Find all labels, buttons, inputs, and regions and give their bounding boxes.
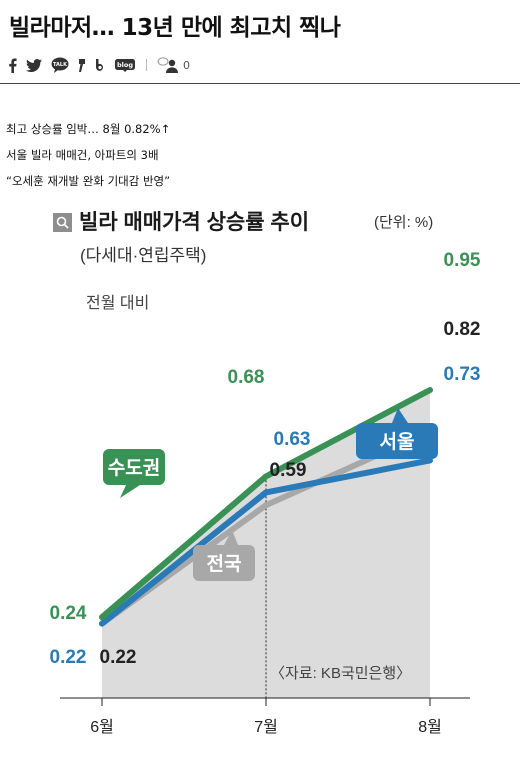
data-label: 0.59 xyxy=(270,460,307,481)
facebook-icon[interactable] xyxy=(8,57,17,73)
data-label: 0.73 xyxy=(444,364,481,385)
badge-pointer xyxy=(120,485,140,498)
subheadline-list: 최고 상승률 임박… 8월 0.82%↑ 서울 빌라 매매건, 아파트의 3배 … xyxy=(6,121,170,199)
twitter-icon[interactable] xyxy=(26,57,42,73)
blog-label: blog xyxy=(117,61,133,69)
x-axis-tick-label: 8월 xyxy=(418,718,442,736)
subheadline: “오세훈 재개발 완화 기대감 반영” xyxy=(6,174,171,188)
x-axis-ticks: 6월 7월 8월 xyxy=(90,698,442,736)
data-label: 0.95 xyxy=(444,250,481,271)
share-bar: TALK blog 0 xyxy=(8,54,190,76)
article-headline: 빌라마저… 13년 만에 최고치 찍나 xyxy=(9,15,341,41)
data-label: 0.68 xyxy=(228,367,265,388)
subheadline: 최고 상승률 임박… 8월 0.82%↑ xyxy=(6,122,171,136)
series-line-수도권 xyxy=(99,387,433,621)
magnifier-icon xyxy=(53,213,72,232)
badge-pointer xyxy=(224,530,238,545)
x-axis-tick-label: 6월 xyxy=(90,718,114,736)
comment-icon[interactable] xyxy=(157,57,179,73)
chart-area: 빌라 매매가격 상승률 추이 (단위: %) (다세대·연립주택) 전월 대비 … xyxy=(0,196,520,760)
subheadline: 서울 빌라 매매건, 아파트의 3배 xyxy=(6,148,159,162)
badge-box xyxy=(193,545,255,581)
blog-icon[interactable]: blog xyxy=(115,57,135,73)
data-label: 0.63 xyxy=(274,429,311,450)
comment-count: 0 xyxy=(183,58,190,72)
chart-unit: (단위: %) xyxy=(374,214,433,231)
data-label: 0.22 xyxy=(50,647,87,668)
share-separator xyxy=(146,59,147,71)
badge-pointer xyxy=(392,408,408,423)
badge-label: 수도권 xyxy=(108,457,160,479)
data-label: 0.22 xyxy=(100,647,137,668)
series-badge-수도권: 수도권 xyxy=(103,449,165,498)
band-icon[interactable] xyxy=(95,57,106,73)
chart-subtitle: (다세대·연립주택) xyxy=(80,246,206,265)
badge-box xyxy=(356,423,438,459)
series-badge-서울: 서울 xyxy=(356,408,438,459)
price-change-chart: 빌라 매매가격 상승률 추이 (단위: %) (다세대·연립주택) 전월 대비 … xyxy=(50,211,481,736)
header-divider xyxy=(0,83,520,84)
chart-note: 전월 대비 xyxy=(86,294,149,312)
data-labels: 0.24 0.68 0.95 0.22 0.59 0.82 0.22 0.63 0.73 xyxy=(50,250,481,668)
badge-label: 서울 xyxy=(380,431,415,453)
badge-label: 전국 xyxy=(207,553,242,575)
kakaostory-icon[interactable] xyxy=(78,57,86,73)
magnifier-icon-lens xyxy=(56,216,67,227)
series-badge-전국: 전국 xyxy=(193,530,255,581)
series-line-서울 xyxy=(99,457,433,627)
chart-title: 빌라 매매가격 상승률 추이 xyxy=(79,211,309,234)
chart-source: 〈자료: KB국민은행〉 xyxy=(270,665,411,682)
kakaotalk-icon[interactable]: TALK xyxy=(51,57,69,73)
magnifier-icon-handle xyxy=(63,223,69,229)
data-label: 0.24 xyxy=(50,603,87,624)
x-axis-tick-label: 7월 xyxy=(254,718,278,736)
data-label: 0.82 xyxy=(444,319,481,340)
chart-title-group: 빌라 매매가격 상승률 추이 (단위: %) (다세대·연립주택) 전월 대비 xyxy=(53,211,433,312)
badge-box xyxy=(103,449,165,485)
kakaotalk-label: TALK xyxy=(53,62,68,68)
